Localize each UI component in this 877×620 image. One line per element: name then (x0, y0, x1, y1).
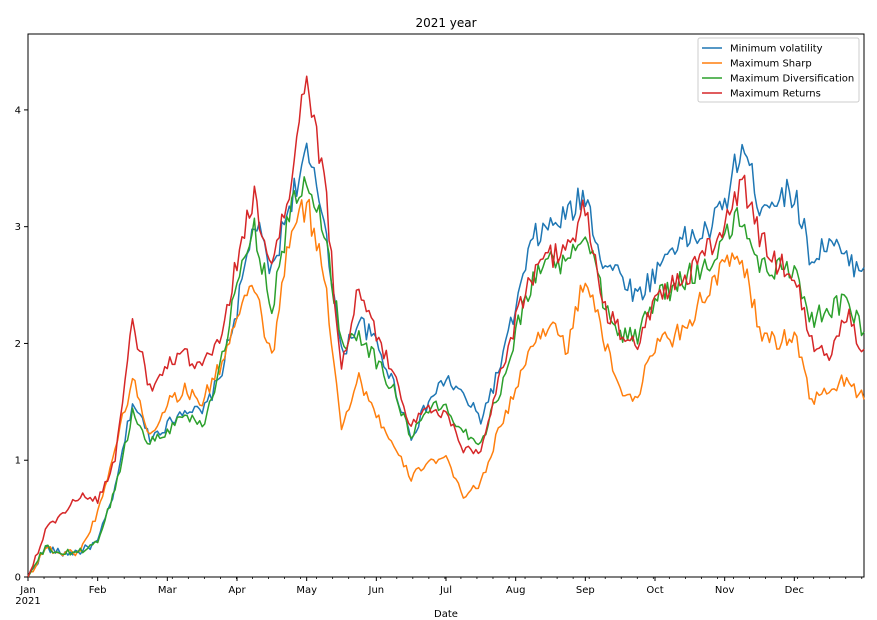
x-tick-label: Apr (228, 585, 246, 596)
y-axis: 0 1 2 3 4 (15, 105, 28, 584)
plot-area (27, 33, 865, 578)
x-tick-label: Jun (368, 585, 385, 596)
x-tick-label: Sep (576, 585, 595, 596)
legend-label: Maximum Diversification (730, 74, 854, 85)
x-tick-label: Aug (506, 585, 526, 596)
x-tick-sublabel: 2021 (15, 596, 40, 607)
legend-label: Minimum volatility (730, 44, 823, 55)
x-tick-label: Feb (89, 585, 107, 596)
y-tick-label: 3 (15, 222, 21, 233)
series-lines (27, 75, 865, 578)
legend: Minimum volatility Maximum Sharp Maximum D… (697, 37, 860, 103)
plot-frame (27, 33, 865, 578)
series-line (27, 198, 865, 578)
y-tick-label: 2 (15, 339, 21, 350)
legend-box (697, 37, 860, 103)
x-tick-label: Jan (19, 585, 35, 596)
legend-label: Maximum Returns (730, 89, 821, 100)
x-tick-label: Mar (158, 585, 178, 596)
series-line (27, 176, 865, 578)
x-tick-label: Oct (646, 585, 663, 596)
y-tick-label: 0 (15, 573, 21, 584)
series-line (27, 75, 865, 578)
y-tick-label: 4 (15, 105, 21, 116)
x-tick-label: May (296, 585, 317, 596)
series-line (27, 142, 865, 578)
chart-title: 2021 year (415, 16, 476, 30)
y-tick-label: 1 (15, 456, 21, 467)
x-tick-label: Nov (715, 585, 735, 596)
x-tick-label: Dec (785, 585, 804, 596)
legend-label: Maximum Sharp (730, 59, 812, 70)
x-axis-label: Date (434, 609, 458, 620)
x-tick-label: Jul (439, 585, 452, 596)
